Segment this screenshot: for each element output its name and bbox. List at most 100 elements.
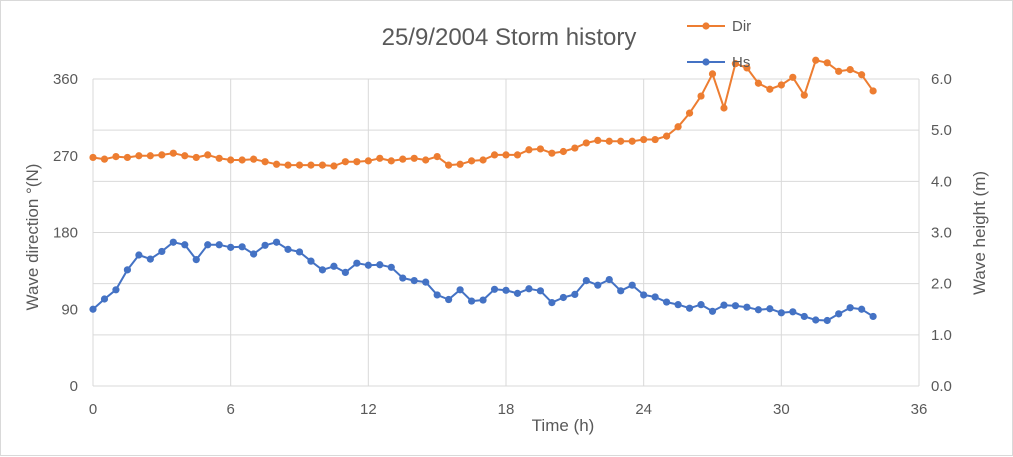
data-point-dir [272,160,281,168]
y-right-tick-label: 5.0 [931,122,952,139]
data-point-dir [353,158,361,166]
data-point-hs [582,276,590,285]
data-point-hs [204,241,212,249]
data-point-dir [467,157,476,165]
data-point-dir [663,132,671,140]
data-point-dir [605,137,613,145]
data-point-hs [227,243,235,251]
series-line-dir [92,59,874,167]
data-point-hs [376,261,384,269]
data-point-hs [467,297,476,305]
data-point-hs [169,238,177,246]
data-point-dir [456,160,464,168]
data-point-dir [858,71,866,79]
data-point-hs [112,286,120,294]
data-point-dir [743,64,751,72]
data-point-hs [697,301,705,309]
data-point-dir [628,137,636,145]
data-point-hs [513,289,522,297]
x-tick-label: 0 [89,401,97,418]
data-point-dir [754,79,762,87]
data-point-hs [284,245,292,253]
data-point-dir [227,156,235,164]
data-point-hs [215,241,223,249]
data-point-hs [789,308,797,316]
y-left-tick-label: 360 [53,71,78,88]
y-axis-left-title: Wave direction °(N) [23,164,42,311]
x-tick-label: 36 [911,401,928,418]
data-point-dir [651,135,659,144]
data-point-dir [376,154,384,162]
data-point-dir [330,162,338,170]
data-point-hs [800,312,808,321]
y-right-tick-label: 3.0 [931,225,952,242]
data-point-dir [525,146,533,154]
data-point-dir [674,123,682,131]
data-point-dir [708,70,717,78]
data-point-hs [720,301,728,309]
legend: Dir Hs [687,18,751,71]
y-right-tick-label: 0.0 [931,378,952,395]
data-point-hs [330,262,338,270]
data-point-dir [422,156,430,164]
data-point-dir [158,151,166,159]
data-point-dir [846,66,854,74]
data-point-hs [777,309,785,317]
data-point-dir [536,145,545,153]
data-point-hs [445,295,453,304]
data-point-dir [697,92,705,100]
data-point-dir [789,73,797,81]
data-point-hs [364,261,372,269]
data-point-hs [571,290,579,299]
data-point-dir [295,161,304,169]
data-point-hs [387,263,395,271]
data-point-hs [846,304,854,312]
x-tick-label: 30 [773,401,790,418]
data-point-dir [479,156,487,164]
data-point-dir [582,139,590,147]
data-point-hs [181,241,189,249]
data-point-hs [502,286,510,294]
data-point-dir [731,60,740,68]
data-point-dir [123,153,132,162]
data-point-dir [685,109,694,117]
data-point-dir [617,137,625,145]
data-point-dir [433,153,441,161]
data-point-dir [513,151,522,159]
y-left-tick-label: 180 [53,225,78,242]
data-point-dir [261,158,269,166]
data-point-hs [307,257,315,265]
x-tick-label: 12 [360,401,377,418]
data-point-dir [307,161,315,169]
data-point-hs [823,316,831,325]
data-point-dir [169,149,177,157]
data-point-dir [364,157,372,165]
legend-label-hs: Hs [732,54,750,71]
data-point-dir [835,67,843,75]
data-point-hs [422,278,430,286]
data-point-hs [536,287,545,295]
data-point-hs [731,302,740,310]
y-right-tick-label: 2.0 [931,276,952,293]
data-point-dir [548,149,556,157]
data-point-dir [823,59,831,67]
y-left-tick-label: 90 [61,301,78,318]
data-point-dir [559,147,567,156]
data-point-hs [548,298,556,307]
data-point-hs [617,287,625,295]
data-point-dir [445,161,453,169]
data-point-hs [238,243,246,251]
data-point-hs [399,274,407,282]
chart-title: 25/9/2004 Storm history [382,24,637,51]
data-point-dir [387,157,395,165]
y-axis-right-title: Wave height (m) [970,171,989,295]
data-point-dir [238,156,246,164]
data-point-dir [777,81,785,89]
data-point-hs [628,281,636,289]
data-point-dir [766,85,774,93]
data-point-dir [135,152,143,160]
data-point-dir [284,161,292,169]
data-point-hs [651,293,659,301]
